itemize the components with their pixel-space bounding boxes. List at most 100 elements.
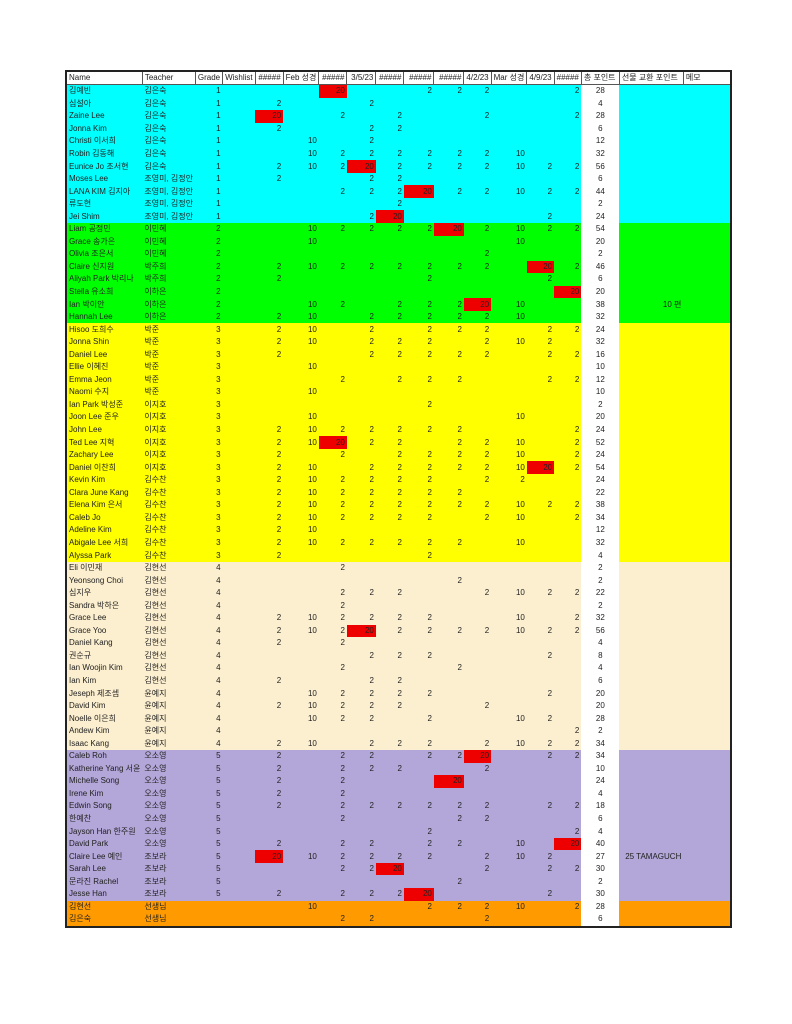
cell-apr-9[interactable]: 2 — [526, 185, 555, 198]
cell-memo[interactable] — [683, 524, 732, 537]
cell-feb-bible[interactable] — [283, 185, 319, 198]
cell-wishlist[interactable] — [222, 473, 256, 487]
cell-col11[interactable]: 2 — [433, 875, 464, 888]
cell-grade[interactable]: 4 — [195, 724, 223, 738]
cell-col9[interactable] — [375, 662, 404, 675]
cell-mar-bible[interactable] — [491, 197, 527, 211]
cell-col9[interactable]: 2 — [375, 197, 404, 211]
cell-total-points[interactable]: 8 — [581, 649, 620, 663]
cell-mar-bible[interactable]: 10 — [491, 624, 527, 638]
cell-mar-bible[interactable] — [491, 348, 527, 362]
cell-col11[interactable] — [433, 712, 464, 725]
cell-gift-exchange-points[interactable] — [619, 875, 684, 888]
cell-col9[interactable] — [375, 775, 404, 788]
cell-name[interactable]: 김예빈 — [66, 84, 143, 98]
cell-apr-9[interactable] — [526, 611, 555, 625]
cell-col11[interactable] — [433, 674, 464, 688]
cell-feb-bible[interactable]: 10 — [283, 611, 319, 625]
cell-gift-exchange-points[interactable] — [619, 687, 684, 700]
cell-mar-5[interactable]: 2 — [346, 611, 376, 625]
cell-teacher[interactable]: 김현선 — [142, 586, 196, 600]
cell-teacher[interactable]: 선생님 — [142, 913, 196, 927]
cell-feb-bible[interactable]: 10 — [283, 323, 319, 336]
cell-col7[interactable]: 2 — [318, 147, 347, 161]
cell-col9[interactable]: 20 — [375, 210, 404, 224]
cell-col11[interactable] — [433, 611, 464, 625]
cell-col5[interactable]: 2 — [255, 674, 284, 688]
cell-total-points[interactable]: 4 — [581, 787, 620, 801]
cell-col7[interactable]: 2 — [318, 749, 347, 763]
cell-col5[interactable]: 2 — [255, 536, 284, 550]
cell-col5[interactable]: 2 — [255, 172, 284, 186]
cell-apr-9[interactable] — [526, 398, 555, 412]
cell-apr-9[interactable] — [526, 423, 555, 437]
cell-teacher[interactable]: 김현선 — [142, 599, 196, 612]
cell-col11[interactable] — [433, 411, 464, 424]
cell-wishlist[interactable] — [222, 448, 256, 462]
cell-apr-9[interactable] — [526, 285, 555, 299]
cell-grade[interactable]: 5 — [195, 875, 223, 888]
cell-grade[interactable]: 1 — [195, 210, 223, 224]
cell-feb-bible[interactable]: 10 — [283, 298, 319, 311]
cell-apr-9[interactable]: 2 — [526, 624, 555, 638]
cell-grade[interactable]: 3 — [195, 335, 223, 349]
cell-col15[interactable]: 20 — [554, 837, 582, 851]
cell-col10[interactable] — [403, 674, 434, 688]
cell-col15[interactable]: 2 — [554, 436, 582, 449]
cell-memo[interactable] — [683, 436, 732, 449]
cell-teacher[interactable]: 김은숙 — [142, 160, 196, 173]
cell-total-points[interactable]: 6 — [581, 913, 620, 927]
cell-apr-9[interactable] — [526, 812, 555, 826]
cell-teacher[interactable]: 이지호 — [142, 448, 196, 462]
cell-col5[interactable] — [255, 197, 284, 211]
cell-gift-exchange-points[interactable]: 25 TAMAGUCH — [619, 850, 684, 863]
cell-col10[interactable]: 2 — [403, 273, 434, 286]
cell-mar-5[interactable] — [346, 298, 376, 311]
cell-col15[interactable] — [554, 248, 582, 261]
cell-apr-2[interactable]: 2 — [463, 348, 492, 362]
cell-grade[interactable]: 4 — [195, 574, 223, 587]
cell-col9[interactable]: 2 — [375, 536, 404, 550]
cell-apr-2[interactable]: 2 — [463, 762, 492, 776]
cell-wishlist[interactable] — [222, 850, 256, 863]
cell-col7[interactable]: 2 — [318, 561, 347, 575]
cell-memo[interactable] — [683, 624, 732, 638]
cell-col5[interactable] — [255, 662, 284, 675]
cell-wishlist[interactable] — [222, 749, 256, 763]
cell-grade[interactable]: 5 — [195, 862, 223, 876]
cell-apr-2[interactable] — [463, 712, 492, 725]
cell-col9[interactable] — [375, 787, 404, 801]
cell-mar-5[interactable] — [346, 411, 376, 424]
cell-teacher[interactable]: 오소영 — [142, 837, 196, 851]
cell-col11[interactable] — [433, 862, 464, 876]
cell-memo[interactable] — [683, 310, 732, 324]
cell-name[interactable]: John Lee — [66, 423, 143, 437]
cell-col5[interactable] — [255, 248, 284, 261]
cell-col7[interactable]: 20 — [318, 84, 347, 98]
cell-col11[interactable]: 2 — [433, 260, 464, 274]
cell-teacher[interactable]: 이민혜 — [142, 223, 196, 236]
cell-col9[interactable] — [375, 637, 404, 650]
cell-name[interactable]: 문라진 Rachel — [66, 875, 143, 888]
cell-mar-bible[interactable] — [491, 913, 527, 927]
cell-apr-9[interactable] — [526, 135, 555, 148]
cell-feb-bible[interactable] — [283, 561, 319, 575]
cell-teacher[interactable]: 김수찬 — [142, 549, 196, 562]
cell-memo[interactable] — [683, 549, 732, 562]
cell-mar-bible[interactable] — [491, 172, 527, 186]
cell-mar-bible[interactable]: 10 — [491, 436, 527, 449]
cell-apr-2[interactable] — [463, 837, 492, 851]
cell-col7[interactable]: 2 — [318, 687, 347, 700]
cell-col10[interactable] — [403, 724, 434, 738]
cell-apr-2[interactable]: 2 — [463, 335, 492, 349]
cell-feb-bible[interactable]: 10 — [283, 310, 319, 324]
cell-col15[interactable] — [554, 197, 582, 211]
cell-col7[interactable]: 2 — [318, 637, 347, 650]
cell-col9[interactable]: 2 — [375, 800, 404, 813]
cell-col11[interactable]: 2 — [433, 624, 464, 638]
cell-grade[interactable]: 1 — [195, 160, 223, 173]
cell-feb-bible[interactable] — [283, 662, 319, 675]
cell-total-points[interactable]: 24 — [581, 423, 620, 437]
cell-feb-bible[interactable]: 10 — [283, 423, 319, 437]
cell-teacher[interactable]: 이지호 — [142, 423, 196, 437]
